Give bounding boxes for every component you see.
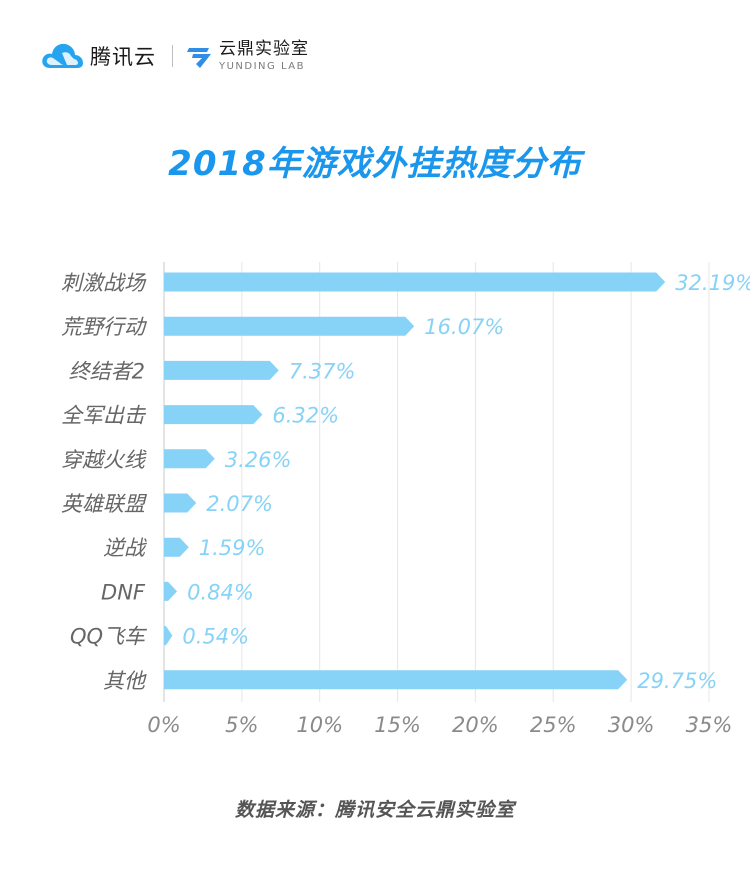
data-label: 0.54% (182, 625, 249, 649)
x-tick-label: 0% (147, 713, 180, 737)
category-label: 荒野行动 (61, 315, 148, 339)
data-label: 6.32% (272, 404, 339, 428)
category-label: 刺激战场 (61, 271, 147, 295)
category-label: 穿越火线 (61, 448, 147, 472)
x-tick-label: 5% (225, 713, 258, 737)
lab-text: 云鼎实验室 YUNDING LAB (219, 38, 309, 72)
category-label: 全军出击 (61, 404, 147, 428)
bar (164, 272, 666, 292)
bar (164, 537, 189, 557)
bar (164, 316, 415, 336)
bar (164, 493, 197, 513)
bar (164, 405, 263, 425)
logo-bar: 腾讯云 云鼎实验室 YUNDING LAB (40, 38, 309, 74)
data-label: 32.19% (675, 271, 750, 295)
data-label: 0.84% (187, 580, 254, 604)
data-label: 1.59% (199, 536, 266, 560)
lab-name-cn: 云鼎实验室 (219, 38, 309, 59)
x-tick-label: 35% (686, 713, 733, 737)
bar (164, 449, 215, 469)
category-label: 英雄联盟 (61, 492, 148, 516)
data-label: 2.07% (206, 492, 273, 516)
x-tick-label: 10% (296, 713, 343, 737)
category-label: QQ飞车 (70, 625, 148, 649)
x-tick-label: 15% (374, 713, 421, 737)
category-label: DNF (101, 580, 146, 604)
x-tick-label: 25% (530, 713, 577, 737)
logo-divider (172, 45, 173, 67)
data-label: 16.07% (424, 315, 504, 339)
category-label: 终结者2 (69, 359, 145, 383)
category-label: 逆战 (103, 536, 147, 560)
yunding-lab-icon (187, 48, 211, 68)
bar (164, 581, 178, 601)
bar (164, 670, 628, 690)
data-source: 数据来源：腾讯安全云鼎实验室 (234, 799, 515, 821)
bar (164, 626, 173, 646)
data-label: 3.26% (225, 448, 292, 472)
x-tick-label: 20% (452, 713, 499, 737)
brand-name: 腾讯云 (90, 45, 156, 69)
data-label: 7.37% (289, 359, 356, 383)
chart-title: 2018年游戏外挂热度分布 (168, 144, 582, 184)
bar (164, 360, 279, 380)
data-label: 29.75% (637, 669, 717, 693)
category-label: 其他 (103, 669, 147, 693)
x-tick-label: 30% (608, 713, 655, 737)
tencent-cloud-icon (42, 43, 83, 68)
lab-name-en: YUNDING LAB (219, 60, 305, 72)
